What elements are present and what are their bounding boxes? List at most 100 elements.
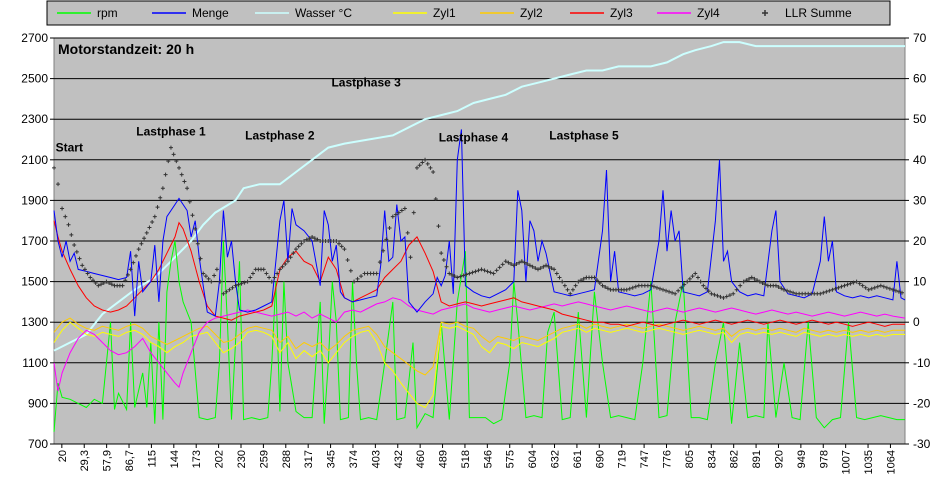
llr-marker (651, 284, 656, 289)
llr-marker (171, 152, 176, 157)
llr-marker (476, 268, 481, 273)
llr-marker (791, 290, 796, 295)
llr-marker (592, 275, 597, 280)
llr-marker (250, 271, 255, 276)
llr-marker (473, 269, 478, 274)
llr-marker (552, 267, 557, 272)
llr-marker (600, 283, 605, 288)
x-tick-label: 518 (460, 450, 472, 468)
y-left-tick-label: 900 (28, 396, 48, 410)
y-left-tick-label: 1100 (22, 356, 48, 370)
llr-marker (470, 270, 475, 275)
chart-title: Motorstandzeit: 20 h (58, 41, 194, 57)
llr-marker (467, 271, 472, 276)
legend-label-menge: Menge (192, 6, 229, 20)
x-tick-label: 719 (617, 450, 629, 468)
legend-label-zyl3: Zyl3 (610, 6, 633, 20)
x-tick-label: 891 (751, 450, 763, 468)
llr-marker (60, 206, 65, 211)
llr-marker (125, 272, 130, 277)
llr-marker (261, 267, 266, 272)
llr-marker (538, 266, 543, 271)
llr-marker (355, 276, 360, 281)
llr-marker (339, 244, 344, 249)
llr-marker (423, 157, 428, 162)
llr-marker (500, 262, 505, 267)
llr-marker (899, 290, 904, 295)
annotation-label: Lastphase 3 (331, 76, 401, 90)
annotation-label: Lastphase 2 (245, 129, 315, 143)
x-tick-label: 920 (773, 450, 785, 468)
llr-marker (627, 286, 632, 291)
y-left-tick-label: 2100 (21, 153, 48, 167)
llr-marker (579, 278, 584, 283)
x-tick-label: 173 (191, 450, 203, 468)
llr-marker (128, 267, 133, 272)
llr-marker (779, 286, 784, 291)
x-tick-label: 1007 (841, 450, 853, 474)
llr-marker (304, 237, 309, 242)
llr-marker (299, 241, 304, 246)
llr-marker (348, 268, 353, 273)
llr-marker (724, 294, 729, 299)
llr-marker (88, 275, 93, 280)
llr-marker (773, 283, 778, 288)
annotation-label: Start (56, 141, 83, 155)
llr-marker (872, 285, 877, 290)
llr-marker (863, 285, 868, 290)
llr-marker (433, 197, 438, 202)
llr-marker (77, 256, 82, 261)
llr-marker (554, 271, 559, 276)
llr-marker (441, 257, 446, 262)
llr-marker (757, 279, 762, 284)
x-tick-label: 776 (661, 450, 673, 468)
llr-marker (693, 271, 698, 276)
llr-marker (839, 284, 844, 289)
llr-marker (190, 213, 195, 218)
llr-marker (63, 214, 68, 219)
llr-marker (497, 265, 502, 270)
llr-marker (860, 283, 865, 288)
legend-marker-llr-summe (762, 10, 768, 16)
llr-marker (630, 285, 635, 290)
y-left-tick-label: 1900 (21, 193, 48, 207)
llr-marker (280, 264, 285, 269)
llr-marker (698, 279, 703, 284)
llr-marker (390, 214, 395, 219)
llr-marker (875, 284, 880, 289)
x-tick-label: 202 (214, 450, 226, 468)
llr-marker (749, 275, 754, 280)
llr-marker (506, 260, 511, 265)
llr-marker (120, 283, 125, 288)
x-tick-label: 230 (236, 450, 248, 468)
llr-marker (85, 271, 90, 276)
x-tick-label: 374 (348, 450, 360, 468)
series-line-zyl1 (53, 321, 905, 409)
llr-marker (818, 291, 823, 296)
llr-marker (179, 172, 184, 177)
llr-marker (670, 290, 675, 295)
llr-marker (411, 210, 416, 215)
llr-marker (854, 279, 859, 284)
x-tick-label: 86,7 (124, 450, 136, 471)
llr-marker (405, 230, 410, 235)
llr-marker (269, 279, 274, 284)
y-right-tick-label: 20 (913, 234, 927, 248)
llr-marker (525, 262, 530, 267)
llr-marker (275, 271, 280, 276)
series-line-wasser-c (53, 41, 905, 352)
llr-marker (833, 286, 838, 291)
llr-marker (485, 269, 490, 274)
annotations: Motorstandzeit: 20 h Start Lastphase 1 Last… (56, 41, 619, 155)
llr-marker (682, 282, 687, 287)
llr-marker (676, 288, 681, 293)
llr-marker (310, 234, 315, 239)
x-tick-label: 805 (684, 450, 696, 468)
llr-marker (827, 288, 832, 293)
llr-marker (755, 278, 760, 283)
llr-marker (851, 280, 856, 285)
llr-marker (218, 279, 223, 284)
llr-marker (866, 287, 871, 292)
llr-marker (99, 282, 104, 287)
llr-marker (296, 244, 301, 249)
